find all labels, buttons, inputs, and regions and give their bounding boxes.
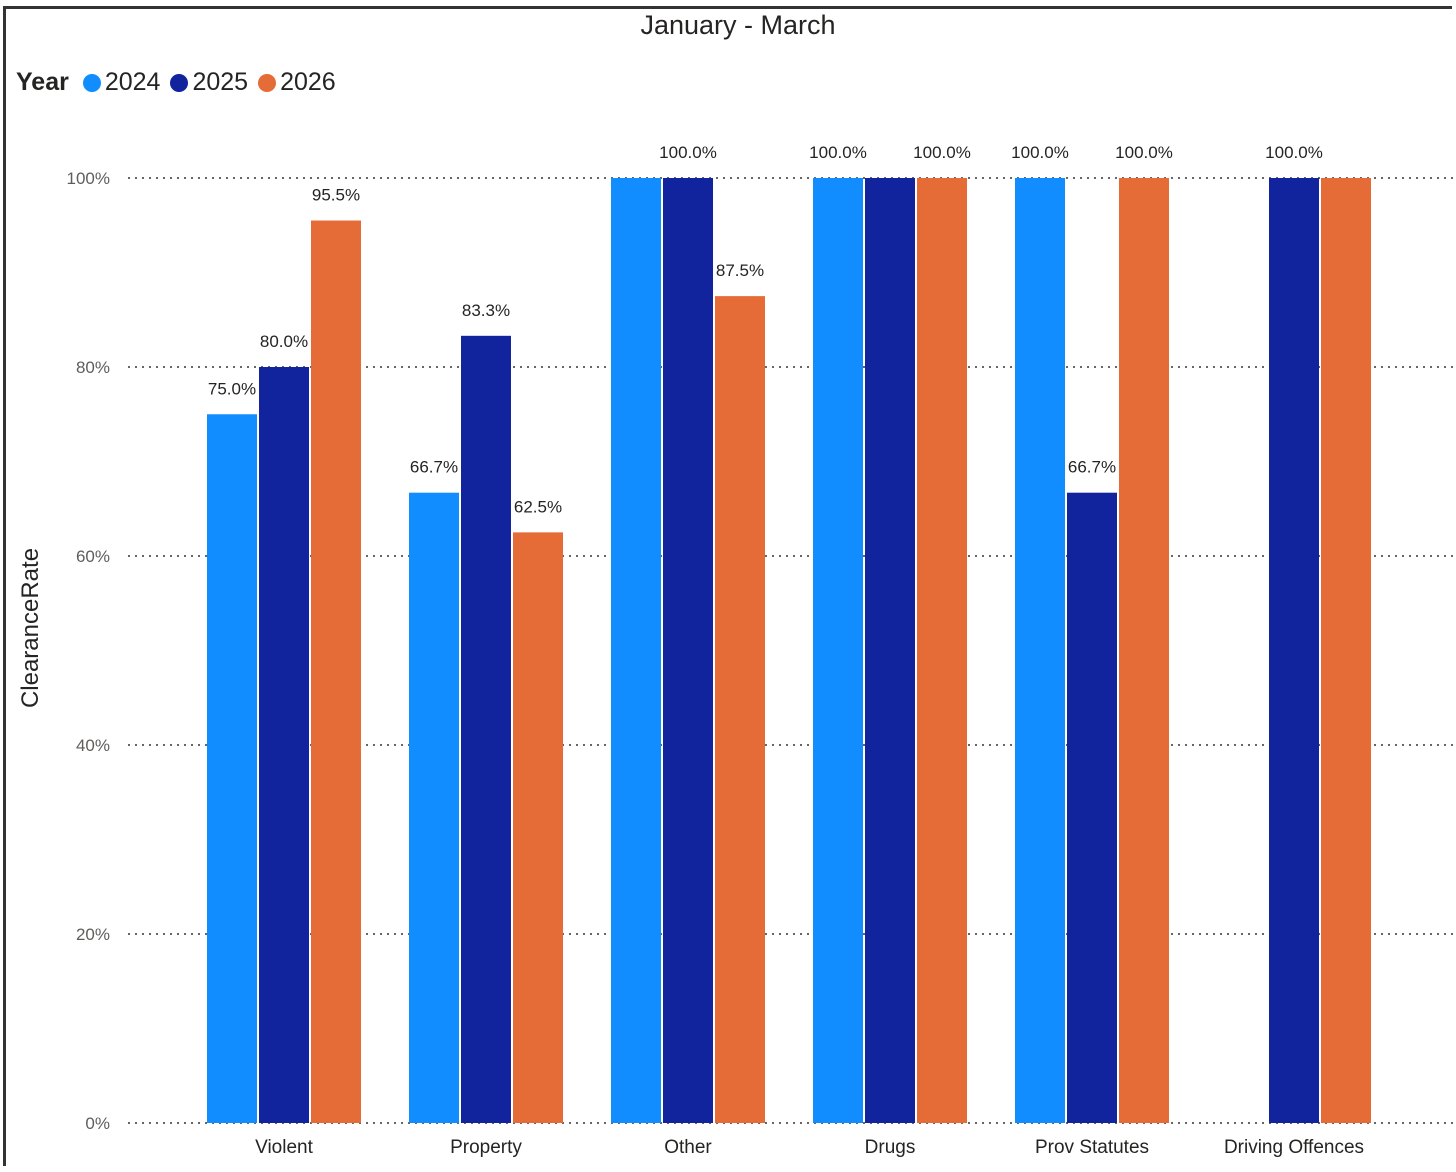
bars	[207, 178, 1371, 1123]
data-label: 95.5%	[312, 186, 360, 205]
legend-label-2024: 2024	[104, 68, 161, 96]
legend-item-2024[interactable]: 2024	[82, 68, 161, 97]
legend-title: Year	[16, 68, 69, 96]
data-label: 100.0%	[659, 143, 717, 162]
legend-item-2026[interactable]: 2026	[258, 68, 336, 97]
legend-item-2025[interactable]: 2025	[170, 68, 248, 97]
legend-label-2026: 2026	[280, 68, 336, 96]
data-label: 83.3%	[462, 301, 510, 320]
x-axis: Violent Property Other Drugs Prov Statutes Dr…	[255, 1137, 1364, 1158]
bar-2025-drugs[interactable]	[865, 178, 915, 1123]
x-tick-label: Other	[664, 1137, 712, 1158]
data-label: 66.7%	[1068, 458, 1116, 477]
bar-2025-prov-statutes[interactable]	[1067, 492, 1117, 1123]
x-tick-label: Violent	[255, 1137, 313, 1158]
legend-dot-2024	[82, 73, 101, 92]
legend-dot-2026	[258, 73, 277, 92]
data-label: 80.0%	[260, 332, 308, 351]
y-axis: 0% 20% 40% 60% 80% 100%	[67, 169, 110, 1133]
bar-2026-violent[interactable]	[311, 220, 361, 1123]
bar-2026-prov-statutes[interactable]	[1119, 178, 1169, 1123]
chart-frame	[3, 6, 1452, 1166]
bar-2026-other[interactable]	[715, 296, 765, 1123]
bar-2025-property[interactable]	[461, 335, 511, 1123]
legend-dot-2025	[170, 73, 189, 92]
bar-2024-violent[interactable]	[207, 414, 257, 1123]
x-tick-label: Property	[450, 1137, 522, 1158]
y-tick-label: 0%	[85, 1114, 110, 1133]
data-label: 100.0%	[809, 143, 867, 162]
data-label: 100.0%	[913, 143, 971, 162]
data-label: 100.0%	[1265, 143, 1323, 162]
x-tick-label: Prov Statutes	[1035, 1137, 1149, 1158]
data-label: 87.5%	[716, 261, 764, 280]
gridlines	[128, 177, 1456, 1124]
x-tick-label: Drugs	[865, 1137, 916, 1158]
y-tick-label: 60%	[76, 547, 110, 566]
bar-2024-property[interactable]	[409, 492, 459, 1123]
legend: Year 2024 2025 2026	[16, 68, 346, 97]
bar-2025-violent[interactable]	[259, 367, 309, 1123]
data-label: 66.7%	[410, 458, 458, 477]
bar-2026-property[interactable]	[513, 532, 563, 1123]
legend-label-2025: 2025	[192, 68, 249, 96]
bar-2024-prov-statutes[interactable]	[1015, 178, 1065, 1123]
y-tick-label: 20%	[76, 925, 110, 944]
x-tick-label: Driving Offences	[1224, 1137, 1364, 1158]
bar-2025-other[interactable]	[663, 178, 713, 1123]
y-tick-label: 40%	[76, 736, 110, 755]
chart-title: January - March	[640, 10, 836, 40]
bar-2026-driving-offences[interactable]	[1321, 178, 1371, 1123]
data-label: 100.0%	[1011, 143, 1069, 162]
data-labels: 75.0% 80.0% 95.5% 66.7% 83.3% 62.5% 100.0% 87.5…	[208, 143, 1323, 516]
y-tick-label: 80%	[76, 358, 110, 377]
data-label: 100.0%	[1115, 143, 1173, 162]
y-axis-label: ClearanceRate	[17, 548, 44, 708]
data-label: 75.0%	[208, 379, 256, 398]
bar-2025-driving-offences[interactable]	[1269, 178, 1319, 1123]
bar-2026-drugs[interactable]	[917, 178, 967, 1123]
bar-2024-other[interactable]	[611, 178, 661, 1123]
bar-2024-drugs[interactable]	[813, 178, 863, 1123]
data-label: 62.5%	[514, 497, 562, 516]
y-tick-label: 100%	[67, 169, 110, 188]
